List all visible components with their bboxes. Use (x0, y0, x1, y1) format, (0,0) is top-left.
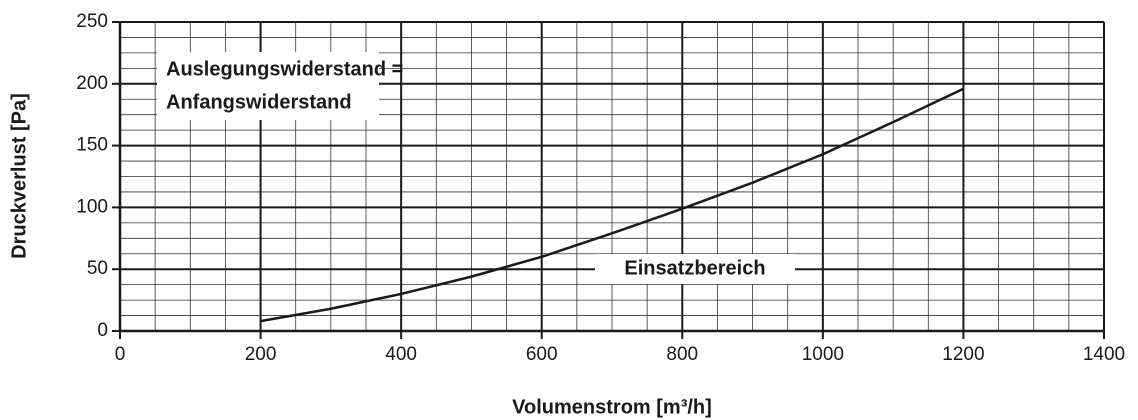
y-tick-label: 100 (76, 196, 108, 217)
x-tick-label: 600 (526, 344, 558, 365)
y-tick-label: 150 (76, 135, 108, 156)
x-tick-label: 1400 (1083, 344, 1125, 365)
x-axis-label: Volumenstrom [m³/h] (512, 396, 712, 418)
x-tick-label: 800 (666, 344, 698, 365)
x-tick-label: 1200 (942, 344, 984, 365)
annotation: Anfangswiderstand (166, 91, 352, 113)
annotation: Einsatzbereich (624, 257, 765, 279)
x-tick-label: 400 (385, 344, 417, 365)
annotation-box (595, 254, 795, 284)
marks (260, 87, 964, 323)
y-tick-label: 200 (76, 73, 108, 94)
x-tick-label: 0 (115, 344, 126, 365)
y-tick-label: 50 (87, 258, 108, 279)
y-tick-label: 0 (97, 320, 108, 341)
annotation: Auslegungswiderstand = (166, 58, 403, 80)
x-tick-label: 1000 (802, 344, 844, 365)
y-tick-label: 250 (76, 11, 108, 32)
y-axis-label: Druckverlust [Pa] (8, 93, 30, 259)
line (260, 87, 964, 323)
x-tick-label: 200 (245, 344, 277, 365)
annotation-box (157, 52, 379, 120)
